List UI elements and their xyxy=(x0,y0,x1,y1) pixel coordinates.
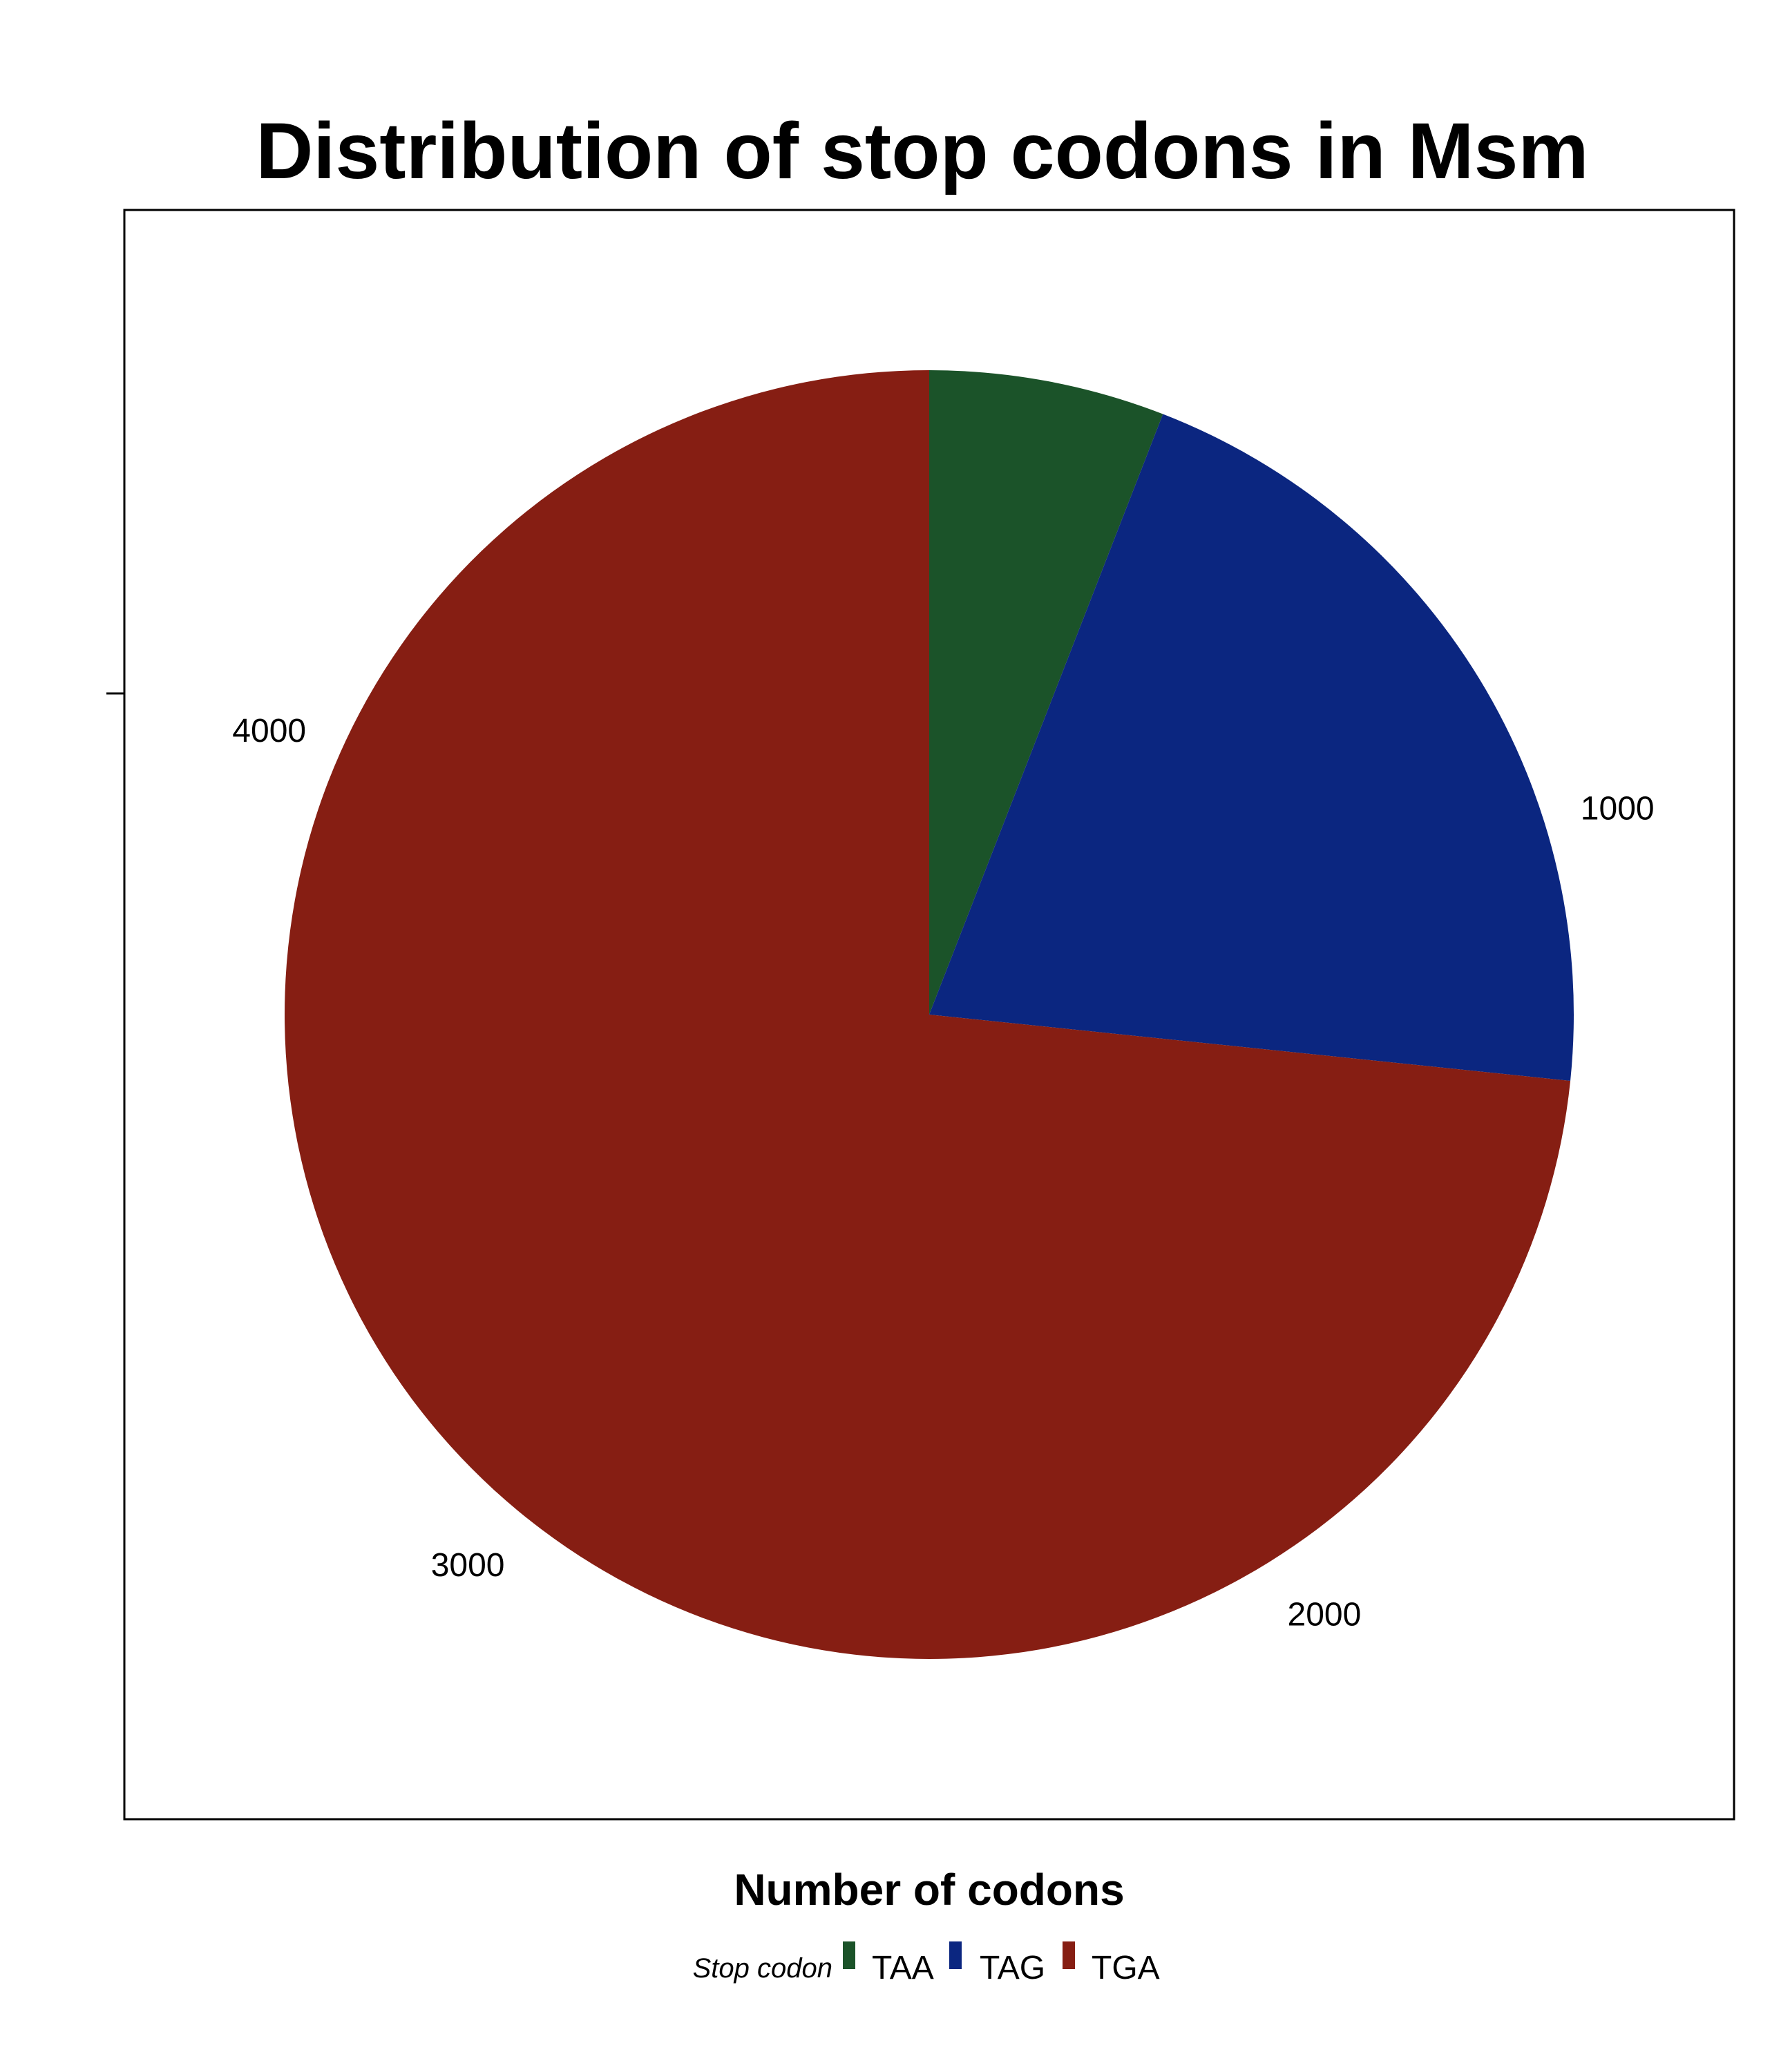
x-axis-title: Number of codons xyxy=(734,1865,1124,1915)
pie-slice-taa xyxy=(929,370,1163,1015)
legend-key-tag xyxy=(949,1941,962,1969)
legend-label-taa: TAA xyxy=(872,1950,934,1986)
legend-key-tga xyxy=(1063,1941,1075,1969)
chart-title: Distribution of stop codons in Msm xyxy=(256,107,1588,195)
tick-label: 4000 xyxy=(232,713,306,749)
pie-tick-labels: 1000 2000 3000 4000 xyxy=(232,713,1654,1633)
legend-title: Stop codon xyxy=(693,1953,832,1984)
pie-slices xyxy=(284,370,1574,1659)
legend-label-tga: TGA xyxy=(1092,1950,1160,1986)
plot-panel xyxy=(123,209,1735,1821)
tick-label: 1000 xyxy=(1581,791,1655,827)
pie-slice-tag xyxy=(929,414,1574,1081)
legend: Stop codon TAA TAG TGA xyxy=(693,1941,1160,1986)
tick-label: 2000 xyxy=(1288,1597,1362,1633)
legend-label-tag: TAG xyxy=(980,1950,1045,1986)
tick-label: 3000 xyxy=(431,1547,505,1584)
pie-slice-tga xyxy=(284,370,1571,1659)
legend-key-taa xyxy=(843,1941,855,1969)
